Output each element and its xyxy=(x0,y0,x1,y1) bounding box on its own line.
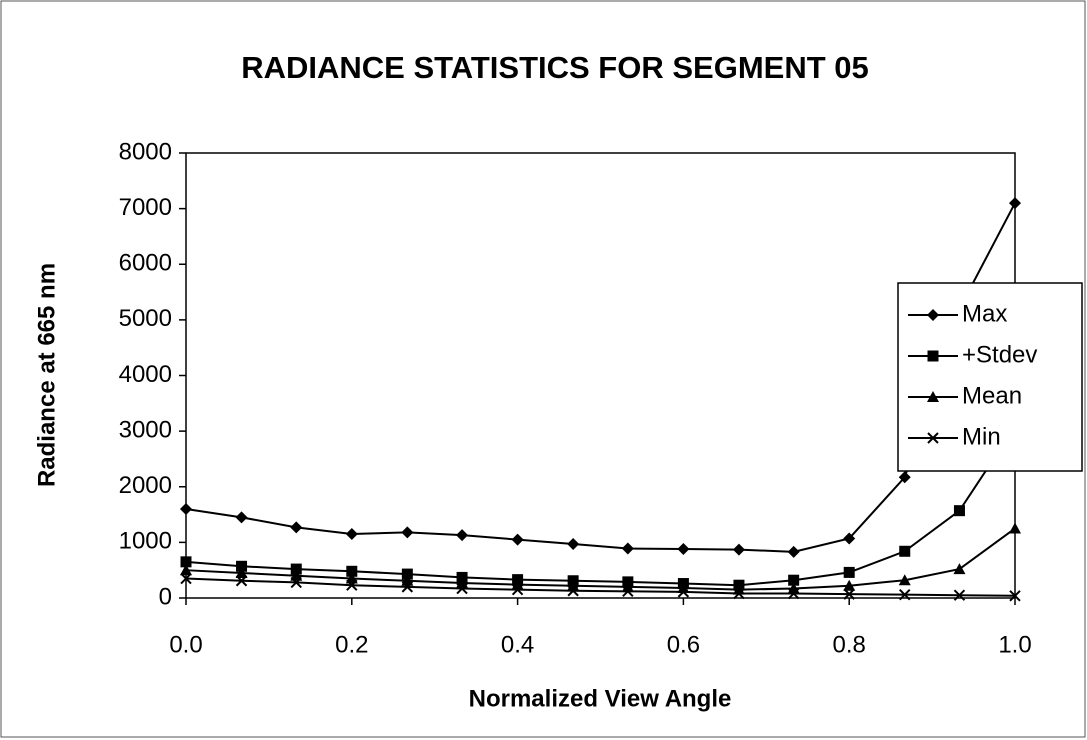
marker xyxy=(345,572,358,584)
legend-label: Mean xyxy=(962,382,1022,409)
marker xyxy=(567,585,579,597)
marker xyxy=(843,588,855,600)
series-line xyxy=(185,426,1016,587)
series-line xyxy=(185,202,1016,553)
x-tick-label: 0.8 xyxy=(833,631,866,658)
marker xyxy=(180,564,192,576)
marker xyxy=(899,588,911,601)
marker xyxy=(511,583,524,596)
marker xyxy=(898,574,911,586)
y-tick-label: 7000 xyxy=(119,194,172,221)
marker xyxy=(456,582,468,595)
marker xyxy=(180,556,192,568)
marker xyxy=(235,511,248,524)
marker xyxy=(677,586,690,598)
x-tick-label: 0.0 xyxy=(169,631,202,658)
marker xyxy=(401,568,413,580)
marker xyxy=(235,566,248,578)
x-tick-label: 1.0 xyxy=(998,631,1031,658)
marker xyxy=(345,528,358,541)
marker xyxy=(927,432,939,444)
y-tick-label: 1000 xyxy=(119,528,172,555)
marker xyxy=(180,572,192,585)
y-tick-label: 0 xyxy=(159,583,172,610)
x-tick-label: 0.4 xyxy=(501,631,534,658)
marker xyxy=(622,585,634,598)
legend-label: +Stdev xyxy=(962,341,1037,368)
y-tick-label: 8000 xyxy=(119,138,172,165)
marker xyxy=(401,526,414,539)
marker xyxy=(456,529,469,542)
x-tick-label: 0.2 xyxy=(335,631,368,658)
marker xyxy=(787,545,800,558)
marker xyxy=(899,545,911,557)
legend-label: Min xyxy=(962,423,1001,450)
y-tick-label: 2000 xyxy=(119,472,172,499)
series-line xyxy=(185,527,1016,591)
marker xyxy=(290,576,302,589)
marker xyxy=(677,543,690,556)
marker xyxy=(621,542,634,555)
marker xyxy=(787,587,800,600)
marker xyxy=(290,569,303,581)
y-tick-label: 4000 xyxy=(119,361,172,388)
marker xyxy=(843,579,856,591)
marker xyxy=(927,391,939,402)
marker xyxy=(235,575,248,587)
y-tick-label: 6000 xyxy=(119,250,172,277)
x-tick-label: 0.6 xyxy=(667,631,700,658)
marker xyxy=(953,563,966,575)
marker xyxy=(843,566,855,578)
marker xyxy=(927,350,939,362)
marker xyxy=(346,579,358,591)
plot-area xyxy=(185,152,1016,599)
marker xyxy=(1009,197,1021,210)
marker xyxy=(788,574,800,586)
marker xyxy=(346,565,358,577)
marker xyxy=(843,532,856,545)
marker xyxy=(953,589,966,601)
marker xyxy=(180,503,192,515)
legend-label: Max xyxy=(962,300,1007,327)
y-tick-label: 3000 xyxy=(119,416,172,443)
x-axis-label: Normalized View Angle xyxy=(469,685,732,712)
marker xyxy=(511,533,524,546)
marker xyxy=(1009,522,1021,534)
marker xyxy=(401,581,414,593)
marker xyxy=(290,563,302,575)
marker xyxy=(732,543,745,556)
marker xyxy=(927,309,939,321)
marker xyxy=(567,538,580,551)
series-line xyxy=(185,577,1016,597)
marker xyxy=(1009,590,1021,602)
y-axis-label: Radiance at 665 nm xyxy=(33,263,60,487)
marker xyxy=(953,505,965,517)
marker xyxy=(290,521,303,534)
y-tick-label: 5000 xyxy=(119,305,172,332)
chart-title: RADIANCE STATISTICS FOR SEGMENT 05 xyxy=(241,50,869,85)
marker xyxy=(236,560,248,572)
marker xyxy=(898,471,911,484)
marker xyxy=(733,587,745,600)
